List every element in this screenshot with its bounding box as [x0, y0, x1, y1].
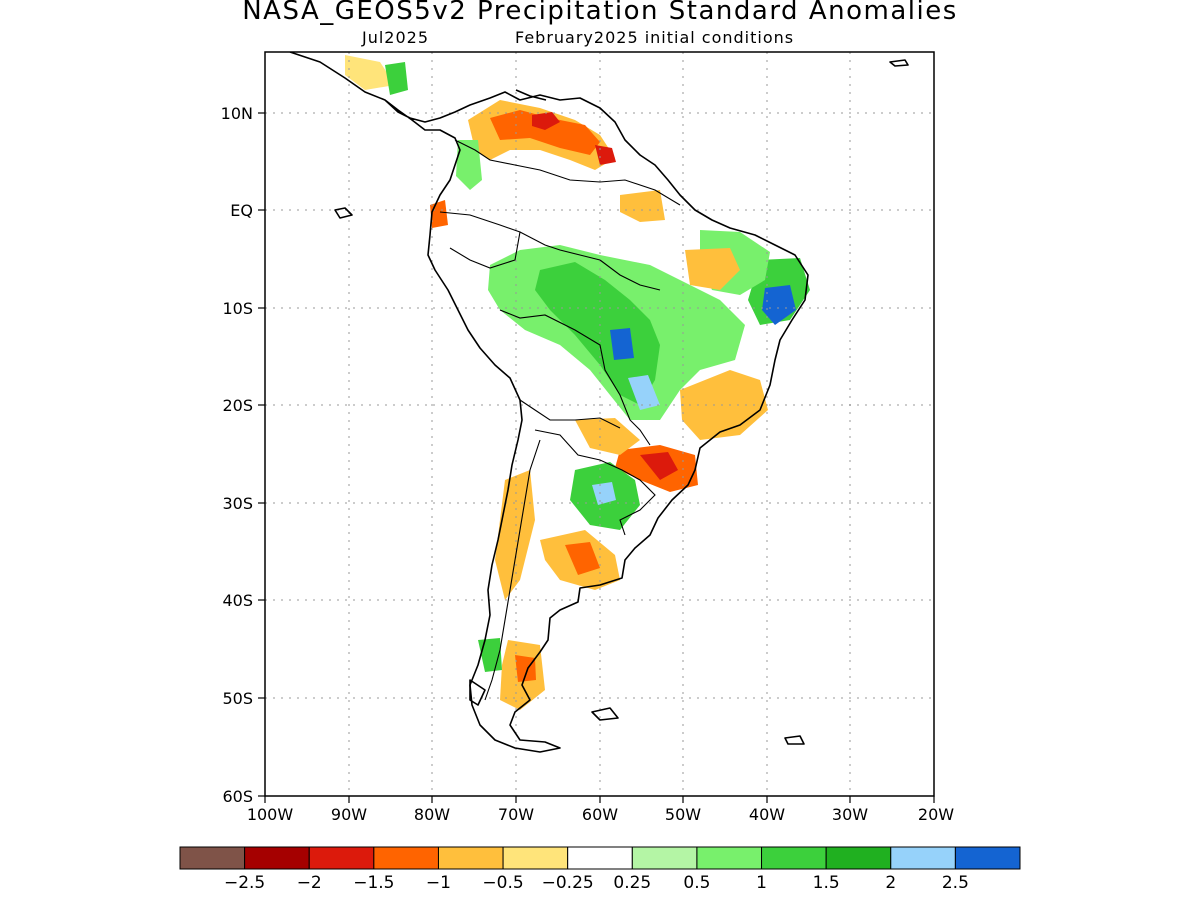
lon-label: 30W	[832, 805, 868, 824]
lon-label: 40W	[749, 805, 785, 824]
anomaly-very-wet-mato-grosso	[610, 328, 634, 360]
country-borders	[439, 139, 681, 701]
anomaly-dry-central-america	[345, 55, 395, 90]
anomaly-very-dry-caribbean	[532, 112, 560, 130]
anomaly-dry-ne-interior	[685, 248, 740, 290]
colorbar-label: 1.5	[813, 873, 840, 893]
colorbar-label: 1	[756, 873, 767, 893]
lat-label: 10S	[222, 299, 253, 318]
anomaly-wet-colombia	[456, 140, 482, 190]
anomaly-wet-pantanal	[628, 375, 660, 410]
lon-label: 20W	[918, 805, 954, 824]
colorbar-swatch	[502, 846, 569, 870]
colorbar-label: −1	[426, 873, 451, 893]
lon-label: 50W	[665, 805, 701, 824]
colorbar-swatch	[761, 846, 827, 870]
anomaly-very-dry-parana	[640, 452, 678, 480]
map-title: NASA_GEOS5v2 Precipitation Standard Anom…	[242, 0, 958, 26]
colorbar-swatch	[696, 846, 763, 870]
colorbar-swatch	[437, 846, 504, 870]
map-panel	[264, 51, 935, 797]
axis-ticks	[258, 112, 935, 803]
colorbar-swatch	[179, 846, 246, 870]
colorbar-swatch	[631, 846, 698, 870]
colorbar-label: 2.5	[942, 873, 969, 893]
lon-label: 60W	[582, 805, 618, 824]
colorbar-label: 0.25	[613, 873, 651, 893]
lon-label: 100W	[247, 805, 294, 824]
lat-label: 50S	[222, 689, 253, 708]
colorbar-swatch	[567, 846, 633, 870]
colorbar-swatch	[890, 846, 956, 870]
colorbar-swatch	[825, 846, 892, 870]
colorbar-label: 0.5	[683, 873, 710, 893]
anomaly-wet-corrientes	[592, 482, 616, 505]
colorbar-label: −1.5	[353, 873, 394, 893]
initial-conditions: February2025 initial conditions	[515, 28, 795, 47]
anomaly-dry-north-strong	[490, 110, 600, 155]
colorbar-swatch	[373, 846, 439, 870]
anomaly-dry-patagonia-strong	[515, 655, 536, 682]
colorbar-label: −0.5	[482, 873, 523, 893]
lat-label: 20S	[222, 396, 253, 415]
lat-label: 30S	[222, 494, 253, 513]
lon-label: 80W	[414, 805, 450, 824]
anomaly-dry-southeast	[680, 370, 768, 440]
anomaly-wet-amazon-strong	[535, 262, 660, 405]
anomaly-wet-panama	[385, 62, 408, 95]
lat-label: 10N	[221, 104, 253, 123]
coastline	[289, 52, 909, 753]
colorbar-swatch	[308, 846, 375, 870]
anomaly-dry-amapa	[620, 190, 665, 222]
colorbar-swatch	[244, 846, 310, 870]
longitude-labels: 100W 90W 80W 70W 60W 50W 40W 30W 20W	[247, 805, 954, 824]
anomaly-dry-ecuador	[430, 200, 448, 228]
anomaly-dry-chaco	[575, 418, 640, 455]
anomaly-very-wet-northeast	[762, 285, 796, 325]
lon-label: 90W	[331, 805, 367, 824]
colorbar-label: 2	[885, 873, 896, 893]
anomaly-field	[345, 55, 810, 710]
lat-label: 40S	[222, 591, 253, 610]
colorbar-label: −2	[297, 873, 322, 893]
lat-label: 60S	[222, 787, 253, 806]
anomaly-dry-pampas-strong	[565, 542, 600, 575]
latitude-labels: 10N EQ 10S 20S 30S 40S 50S 60S	[221, 104, 253, 806]
colorbar: −2.5 −2 −1.5 −1 −0.5 −0.25 0.25 0.5 1 1.5 2 2.5	[179, 846, 1021, 893]
colorbar-label: −2.5	[224, 873, 265, 893]
lon-label: 70W	[498, 805, 534, 824]
lat-label: EQ	[230, 201, 253, 220]
forecast-month: Jul2025	[362, 28, 430, 47]
colorbar-swatch	[954, 846, 1021, 870]
colorbar-label: −0.25	[542, 873, 594, 893]
